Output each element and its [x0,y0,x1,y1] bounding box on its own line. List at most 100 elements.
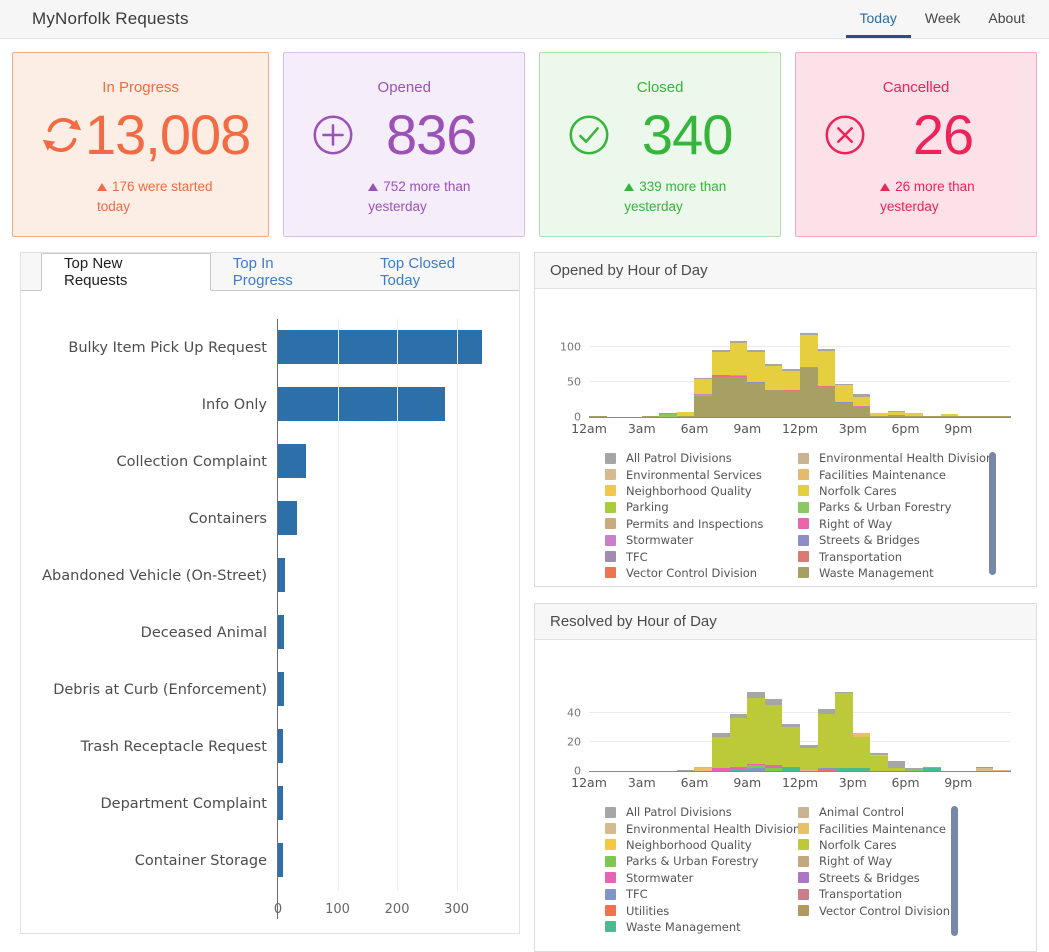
hour-bar[interactable] [712,323,730,417]
tab-top-in-progress[interactable]: Top In Progress [232,255,293,289]
legend-scrollbar[interactable] [951,806,958,936]
hour-bar[interactable] [940,323,959,417]
legend-item[interactable]: Vector Control Division [798,902,991,918]
hour-bar[interactable] [782,323,800,417]
legend-item[interactable]: Transportation [798,886,991,902]
legend-item[interactable]: Vector Control Division [605,565,798,581]
legend-item[interactable]: Environmental Health Division [798,450,993,466]
hour-bar[interactable] [747,323,765,417]
bar-segment [729,376,748,417]
hour-bar[interactable] [642,684,660,771]
bar[interactable] [278,843,283,877]
legend-item[interactable]: Transportation [798,548,991,564]
bar[interactable] [278,387,446,421]
hour-bar[interactable] [905,323,923,417]
bar[interactable] [278,330,483,364]
legend-item[interactable]: Norfolk Cares [798,483,991,499]
hour-bar[interactable] [676,323,695,417]
legend-item[interactable]: All Patrol Divisions [605,450,798,466]
bar[interactable] [278,444,306,478]
hour-bar[interactable] [764,684,783,771]
hour-bar[interactable] [799,323,818,417]
hour-bar[interactable] [852,684,871,771]
hour-bar[interactable] [922,323,941,417]
bar[interactable] [278,729,284,763]
hour-bar[interactable] [870,684,888,771]
hour-bar[interactable] [975,684,994,771]
hour-bar[interactable] [799,684,818,771]
hour-bar[interactable] [729,323,748,417]
legend-item[interactable]: Parks & Urban Forestry [798,499,991,515]
legend-item[interactable]: Parks & Urban Forestry [605,853,798,869]
hour-bar[interactable] [607,684,625,771]
legend-item[interactable]: Streets & Bridges [798,532,991,548]
top-requests-panel: Top New Requests Top In Progress Top Clo… [20,252,520,934]
hour-bar[interactable] [747,684,765,771]
legend-item[interactable]: Stormwater [605,870,798,886]
hour-bar[interactable] [993,684,1011,771]
hour-bar[interactable] [941,684,959,771]
tab-top-new-requests[interactable]: Top New Requests [41,253,211,291]
hour-bar[interactable] [905,684,923,771]
hour-bar[interactable] [835,323,853,417]
legend-item[interactable]: Facilities Maintenance [798,466,991,482]
hour-bar[interactable] [958,684,976,771]
hour-bar[interactable] [993,323,1011,417]
hour-bar[interactable] [607,323,625,417]
legend-item[interactable]: Utilities [605,902,798,918]
hour-bar[interactable] [817,684,836,771]
legend-item[interactable]: Environmental Health Division [605,820,800,836]
legend-scrollbar[interactable] [989,452,996,575]
hour-bar[interactable] [817,323,836,417]
legend-item[interactable]: TFC [605,548,798,564]
legend-item[interactable]: Streets & Bridges [798,870,991,886]
hour-bar[interactable] [958,323,976,417]
legend-item[interactable]: Stormwater [605,532,798,548]
tab-top-closed-today[interactable]: Top Closed Today [380,255,456,289]
hour-bar[interactable] [852,323,871,417]
legend-item[interactable]: Neighborhood Quality [605,483,798,499]
hour-bar[interactable] [870,323,888,417]
legend-item[interactable]: Animal Control [798,804,991,820]
hour-bar[interactable] [694,323,713,417]
bar[interactable] [278,786,284,820]
hour-bar[interactable] [659,323,677,417]
bar[interactable] [278,615,284,649]
hour-bar[interactable] [659,684,677,771]
legend-item[interactable]: Neighborhood Quality [605,837,798,853]
hour-bar[interactable] [975,323,994,417]
nav-tab-about[interactable]: About [988,9,1025,26]
hour-bar[interactable] [782,684,800,771]
nav-tab-week[interactable]: Week [924,9,961,26]
bar[interactable] [278,501,298,535]
legend-item[interactable]: All Patrol Divisions [605,804,798,820]
bar[interactable] [278,672,284,706]
legend-item[interactable]: Waste Management [798,565,991,581]
hour-bar[interactable] [676,684,695,771]
bar-segment [694,768,713,771]
legend-item[interactable]: Facilities Maintenance [798,820,991,836]
legend-item[interactable]: Environmental Services [605,466,798,482]
hour-bar[interactable] [922,684,941,771]
hour-bar[interactable] [712,684,730,771]
legend-item[interactable]: Right of Way [798,853,991,869]
hour-bar[interactable] [641,323,660,417]
hour-bar[interactable] [624,684,642,771]
hour-bar[interactable] [589,684,607,771]
nav-tab-today[interactable]: Today [845,0,911,38]
hour-bar[interactable] [694,684,713,771]
bar[interactable] [278,558,286,592]
legend-item[interactable]: Norfolk Cares [798,837,991,853]
hour-bar[interactable] [624,323,642,417]
legend-item[interactable]: Waste Management [605,919,798,935]
hour-bar[interactable] [835,684,853,771]
hour-bar[interactable] [589,323,607,417]
hour-bar[interactable] [887,684,906,771]
legend-item[interactable]: Parking [605,499,798,515]
legend-item[interactable]: Permits and Inspections [605,516,798,532]
legend-item[interactable]: Right of Way [798,516,991,532]
hour-bar[interactable] [764,323,783,417]
legend-item[interactable]: TFC [605,886,798,902]
hour-bar[interactable] [729,684,748,771]
hour-bar[interactable] [887,323,906,417]
